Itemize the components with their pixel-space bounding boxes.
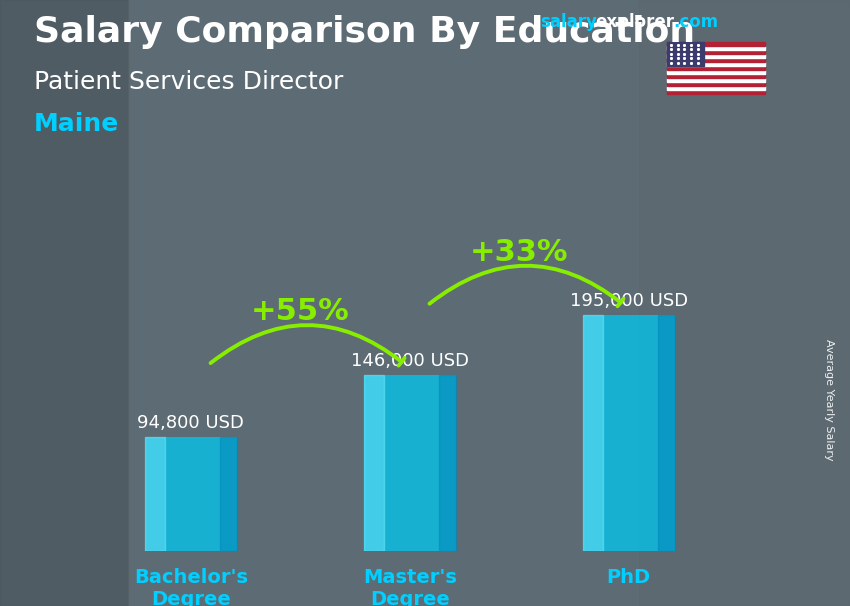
Bar bbox=[0, 0, 128, 606]
Bar bbox=[667, 70, 765, 74]
Bar bbox=[667, 86, 765, 90]
Bar bbox=[128, 0, 638, 606]
Text: Patient Services Director: Patient Services Director bbox=[34, 70, 343, 94]
Text: explorer: explorer bbox=[595, 13, 674, 32]
Text: 146,000 USD: 146,000 USD bbox=[351, 351, 469, 370]
Text: Average Yearly Salary: Average Yearly Salary bbox=[824, 339, 834, 461]
Bar bbox=[364, 375, 456, 551]
Bar bbox=[667, 50, 765, 55]
Bar bbox=[439, 375, 456, 551]
Bar bbox=[667, 78, 765, 82]
Bar bbox=[220, 436, 237, 551]
Text: salary: salary bbox=[540, 13, 597, 32]
Bar bbox=[667, 42, 705, 66]
Bar bbox=[667, 58, 765, 62]
Bar bbox=[667, 66, 765, 70]
Text: Maine: Maine bbox=[34, 112, 119, 136]
Text: .com: .com bbox=[673, 13, 718, 32]
Bar bbox=[658, 315, 675, 551]
Text: Salary Comparison By Education: Salary Comparison By Education bbox=[34, 15, 695, 49]
Bar bbox=[667, 42, 765, 47]
Text: +55%: +55% bbox=[251, 297, 349, 326]
Text: 195,000 USD: 195,000 USD bbox=[570, 292, 688, 310]
Bar bbox=[144, 436, 237, 551]
Bar bbox=[667, 62, 765, 66]
Bar bbox=[667, 90, 765, 94]
Bar bbox=[638, 0, 850, 606]
Bar bbox=[667, 82, 765, 86]
Text: +33%: +33% bbox=[470, 238, 569, 267]
Bar bbox=[667, 74, 765, 78]
Bar bbox=[667, 47, 765, 50]
Bar bbox=[667, 55, 765, 58]
Bar bbox=[583, 315, 675, 551]
Bar bbox=[583, 315, 603, 551]
Bar bbox=[144, 436, 165, 551]
Text: 94,800 USD: 94,800 USD bbox=[138, 414, 244, 431]
Bar bbox=[364, 375, 384, 551]
